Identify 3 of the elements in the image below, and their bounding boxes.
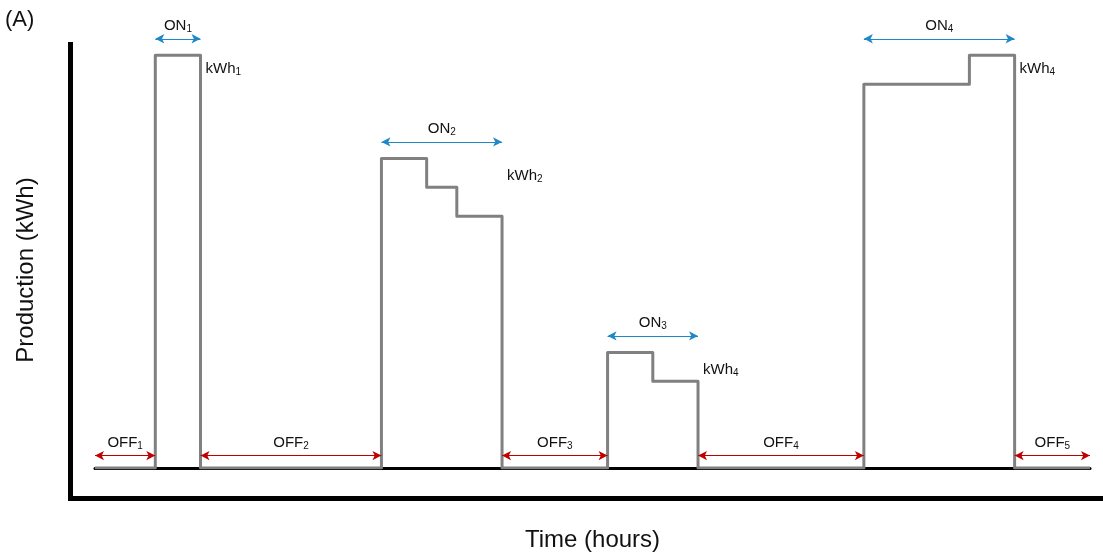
chart-title: (A) bbox=[5, 5, 35, 31]
x-axis-title: Time (hours) bbox=[524, 524, 661, 552]
y-axis-title: Production (kWh) bbox=[10, 177, 38, 363]
